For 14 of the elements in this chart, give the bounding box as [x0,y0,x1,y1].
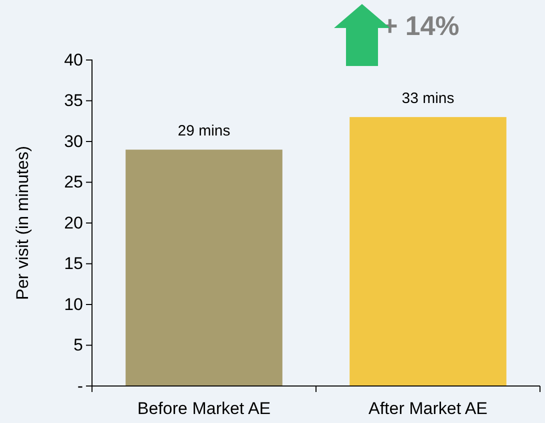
x-tick-label: Before Market AE [137,399,271,418]
y-tick-label: 30 [64,132,83,151]
y-tick-label: - [77,376,83,396]
y-tick-label: 15 [64,254,83,274]
y-tick-label: 25 [64,172,83,192]
y-tick-label: 40 [64,50,83,70]
data-label: 33 mins [402,90,454,108]
y-tick-label: 5 [74,336,83,355]
data-label: 29 mins [178,122,230,140]
y-tick-label: 20 [64,213,83,232]
x-tick-label: After Market AE [368,399,488,418]
y-tick-label: 35 [64,91,83,110]
y-tick-label: 10 [64,294,83,314]
y-axis-title: Per visit (in minutes) [13,146,32,300]
